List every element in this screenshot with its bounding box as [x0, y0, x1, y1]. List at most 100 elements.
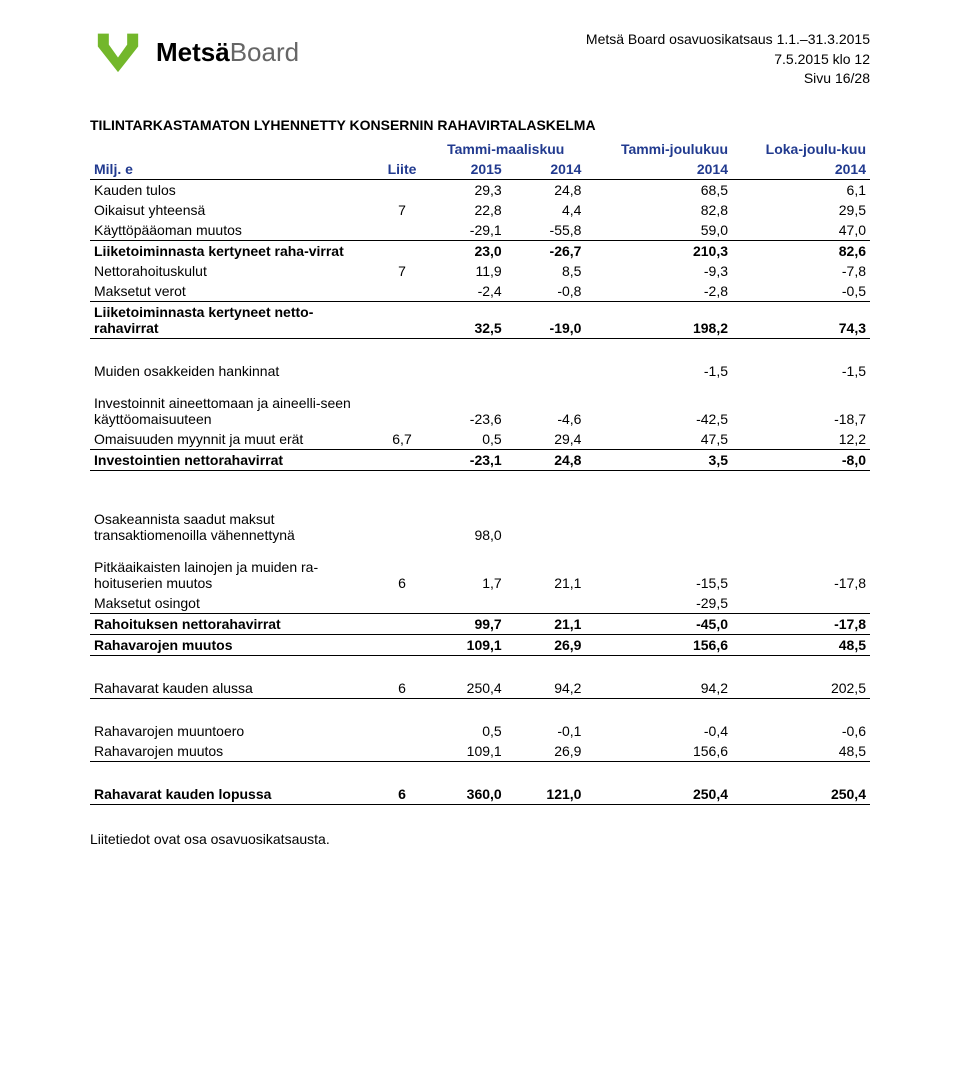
row-liite: 6	[378, 784, 426, 805]
row-value: -26,7	[506, 240, 586, 261]
table-row: Maksetut osingot-29,5	[90, 593, 870, 614]
row-label: Käyttöpääoman muutos	[90, 220, 378, 241]
table-row: Oikaisut yhteensä722,84,482,829,5	[90, 200, 870, 220]
meta-line-1: Metsä Board osavuosikatsaus 1.1.–31.3.20…	[586, 30, 870, 50]
table-row: Liiketoiminnasta kertyneet netto-rahavir…	[90, 301, 870, 338]
row-value: 109,1	[426, 634, 506, 655]
row-value: 29,3	[426, 179, 506, 200]
row-value	[426, 593, 506, 614]
row-liite	[378, 741, 426, 762]
row-liite	[378, 449, 426, 470]
row-liite	[378, 509, 426, 545]
row-value: 121,0	[506, 784, 586, 805]
row-value: 250,4	[585, 784, 732, 805]
table-body: Kauden tulos29,324,868,56,1Oikaisut yhte…	[90, 179, 870, 804]
row-value: -29,5	[585, 593, 732, 614]
row-value	[506, 593, 586, 614]
row-value: 82,8	[585, 200, 732, 220]
row-value: 29,5	[732, 200, 870, 220]
row-label: Investointien nettorahavirrat	[90, 449, 378, 470]
table-row: Rahavarojen muutos109,126,9156,648,5	[90, 741, 870, 762]
row-value: 94,2	[506, 678, 586, 699]
row-label: Pitkäaikaisten lainojen ja muiden ra-hoi…	[90, 557, 378, 593]
col-2015: 2015	[426, 159, 506, 180]
row-value: -4,6	[506, 393, 586, 429]
col-liite: Liite	[378, 139, 426, 180]
table-row: Käyttöpääoman muutos -29,1-55,859,047,0	[90, 220, 870, 241]
row-label: Omaisuuden myynnit ja muut erät	[90, 429, 378, 450]
row-value: -55,8	[506, 220, 586, 241]
row-value: 202,5	[732, 678, 870, 699]
table-row: Rahavarojen muutos109,126,9156,648,5	[90, 634, 870, 655]
row-liite: 7	[378, 200, 426, 220]
row-liite	[378, 613, 426, 634]
row-value: -29,1	[426, 220, 506, 241]
row-value: 48,5	[732, 741, 870, 762]
row-value: -2,4	[426, 281, 506, 302]
row-liite: 7	[378, 261, 426, 281]
row-value	[732, 593, 870, 614]
row-value: 12,2	[732, 429, 870, 450]
row-value: -19,0	[506, 301, 586, 338]
row-value: 47,0	[732, 220, 870, 241]
row-liite	[378, 634, 426, 655]
table-row: Omaisuuden myynnit ja muut erät6,70,529,…	[90, 429, 870, 450]
row-value: -0,6	[732, 721, 870, 741]
row-label: Rahavarat kauden lopussa	[90, 784, 378, 805]
row-value: 156,6	[585, 741, 732, 762]
row-value: 68,5	[585, 179, 732, 200]
row-label: Investoinnit aineettomaan ja aineelli-se…	[90, 393, 378, 429]
table-row: Muiden osakkeiden hankinnat-1,5-1,5	[90, 361, 870, 381]
row-value: 59,0	[585, 220, 732, 241]
row-liite	[378, 301, 426, 338]
row-value: 198,2	[585, 301, 732, 338]
row-value: 109,1	[426, 741, 506, 762]
table-row: Maksetut verot-2,4-0,8-2,8-0,5	[90, 281, 870, 302]
meta-line-2: 7.5.2015 klo 12	[586, 50, 870, 70]
col-label: Milj. e	[90, 139, 378, 180]
row-value: -17,8	[732, 613, 870, 634]
row-value: 21,1	[506, 557, 586, 593]
row-value	[585, 509, 732, 545]
row-value: -45,0	[585, 613, 732, 634]
row-value: 8,5	[506, 261, 586, 281]
row-value: -8,0	[732, 449, 870, 470]
row-value: 29,4	[506, 429, 586, 450]
row-liite	[378, 220, 426, 241]
row-value: -0,1	[506, 721, 586, 741]
row-label: Maksetut verot	[90, 281, 378, 302]
row-liite	[378, 361, 426, 381]
table-row: Rahavarat kauden alussa6250,494,294,2202…	[90, 678, 870, 699]
row-value: 99,7	[426, 613, 506, 634]
row-value: 1,7	[426, 557, 506, 593]
row-label: Liiketoiminnasta kertyneet raha-virrat	[90, 240, 378, 261]
row-liite	[378, 281, 426, 302]
row-liite: 6	[378, 557, 426, 593]
table-row: Rahavarat kauden lopussa6360,0121,0250,4…	[90, 784, 870, 805]
footnote: Liitetiedot ovat osa osavuosikatsausta.	[90, 831, 870, 847]
row-value: 11,9	[426, 261, 506, 281]
row-label: Rahavarojen muutos	[90, 634, 378, 655]
header-meta: Metsä Board osavuosikatsaus 1.1.–31.3.20…	[586, 30, 870, 89]
row-value: 26,9	[506, 741, 586, 762]
row-value: 32,5	[426, 301, 506, 338]
row-value: 94,2	[585, 678, 732, 699]
col-2014b: 2014	[585, 159, 732, 180]
row-value: -9,3	[585, 261, 732, 281]
col-grp2: Tammi-joulukuu	[585, 139, 732, 159]
table-row: Rahavarojen muuntoero0,5-0,1-0,4-0,6	[90, 721, 870, 741]
row-value: -0,8	[506, 281, 586, 302]
table-row: Investointien nettorahavirrat-23,124,83,…	[90, 449, 870, 470]
row-liite	[378, 240, 426, 261]
table-row: Investoinnit aineettomaan ja aineelli-se…	[90, 393, 870, 429]
row-value: -1,5	[732, 361, 870, 381]
row-label: Kauden tulos	[90, 179, 378, 200]
row-liite	[378, 393, 426, 429]
row-value: 250,4	[732, 784, 870, 805]
row-value: 48,5	[732, 634, 870, 655]
section-title: TILINTARKASTAMATON LYHENNETTY KONSERNIN …	[90, 117, 870, 133]
table-row: Pitkäaikaisten lainojen ja muiden ra-hoi…	[90, 557, 870, 593]
row-value: 210,3	[585, 240, 732, 261]
row-value: 4,4	[506, 200, 586, 220]
row-value	[506, 509, 586, 545]
